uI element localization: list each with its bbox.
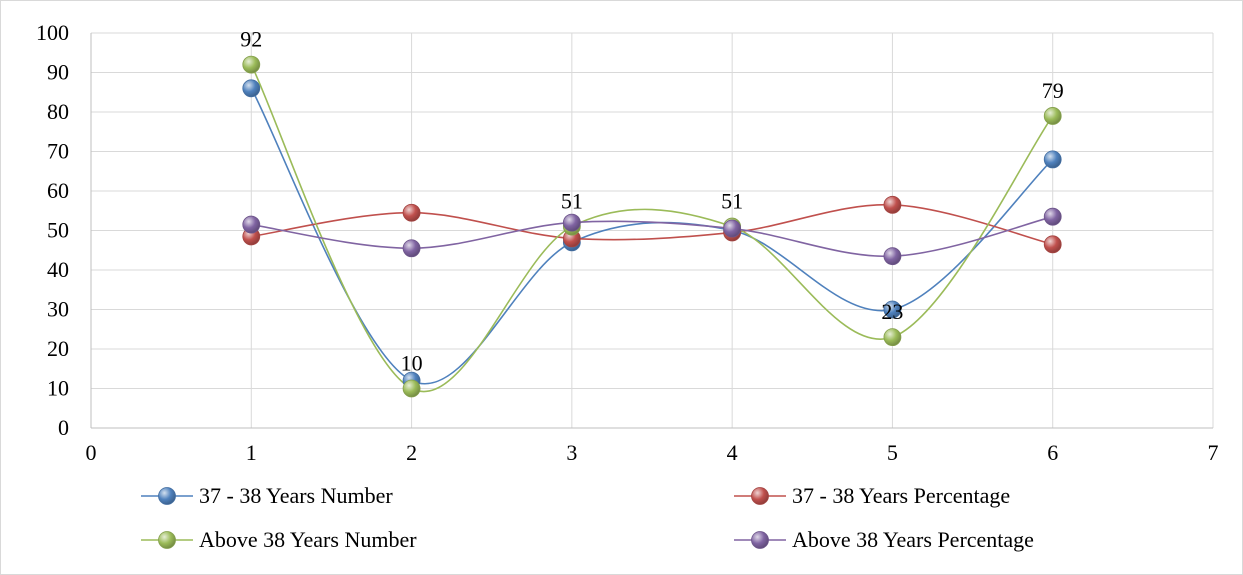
data-label: 10 — [401, 351, 423, 376]
y-tick-label: 40 — [47, 257, 69, 282]
series-line-37-38-years-number — [250, 87, 1054, 385]
x-tick-label: 3 — [566, 440, 577, 465]
y-tick-label: 90 — [47, 60, 69, 85]
y-tick-label: 70 — [47, 139, 69, 164]
legend-label: Above 38 Years Number — [199, 527, 417, 552]
data-point-37-38-years-percentage — [402, 203, 421, 222]
legend-item-37-38-years-number: 37 - 38 Years Number — [141, 483, 393, 508]
y-tick-label: 80 — [47, 99, 69, 124]
x-tick-label: 0 — [86, 440, 97, 465]
y-tick-label: 30 — [47, 297, 69, 322]
series-line-above-38-years-percentage — [251, 215, 1053, 257]
y-tick-label: 20 — [47, 336, 69, 361]
x-tick-label: 4 — [727, 440, 738, 465]
y-tick-label: 60 — [47, 178, 69, 203]
legend-marker — [751, 531, 769, 549]
x-tick-label: 7 — [1208, 440, 1219, 465]
data-point-above-38-years-number — [242, 55, 261, 74]
data-point-above-38-years-percentage — [883, 247, 902, 266]
legend-label: 37 - 38 Years Number — [199, 483, 393, 508]
series-line-above-38-years-number — [250, 64, 1054, 393]
data-labels: 92 10 51 51 23 79 — [240, 27, 1063, 376]
data-point-37-38-years-percentage — [883, 195, 902, 214]
data-point-above-38-years-percentage — [242, 215, 261, 234]
series-points — [242, 55, 1062, 398]
series-line-37-38-years-percentage — [251, 204, 1053, 246]
data-label: 51 — [721, 189, 743, 214]
legend-label: Above 38 Years Percentage — [792, 527, 1034, 552]
data-point-37-38-years-number — [1043, 150, 1062, 169]
x-tick-label: 5 — [887, 440, 898, 465]
data-point-37-38-years-percentage — [1043, 235, 1062, 254]
legend-marker — [158, 531, 176, 549]
y-tick-label: 10 — [47, 376, 69, 401]
x-tick-label: 1 — [246, 440, 257, 465]
data-point-above-38-years-percentage — [723, 219, 742, 238]
legend-label: 37 - 38 Years Percentage — [792, 483, 1010, 508]
legend-marker — [751, 487, 769, 505]
legend-item-above-38-years-number: Above 38 Years Number — [141, 527, 417, 552]
y-tick-label: 50 — [47, 218, 69, 243]
x-tick-label: 2 — [406, 440, 417, 465]
y-tick-label: 0 — [58, 415, 69, 440]
data-point-above-38-years-number — [402, 379, 421, 398]
legend: 37 - 38 Years Number 37 - 38 Years Percen… — [141, 483, 1034, 552]
data-point-37-38-years-number — [883, 300, 902, 319]
data-label: 79 — [1042, 78, 1064, 103]
data-point-above-38-years-number — [883, 328, 902, 347]
data-point-37-38-years-number — [242, 79, 261, 98]
data-label: 23 — [881, 299, 903, 324]
y-tick-label: 100 — [36, 20, 69, 45]
x-tick-label: 6 — [1047, 440, 1058, 465]
legend-item-above-38-years-percentage: Above 38 Years Percentage — [734, 527, 1034, 552]
data-point-above-38-years-number — [1043, 107, 1062, 125]
data-label: 92 — [240, 27, 262, 52]
data-point-above-38-years-percentage — [562, 213, 581, 232]
data-point-above-38-years-percentage — [1043, 207, 1062, 226]
series-lines — [250, 64, 1054, 393]
legend-item-37-38-years-percentage: 37 - 38 Years Percentage — [734, 483, 1010, 508]
data-label: 51 — [561, 189, 583, 214]
legend-marker — [158, 487, 176, 505]
data-point-above-38-years-percentage — [402, 239, 421, 258]
